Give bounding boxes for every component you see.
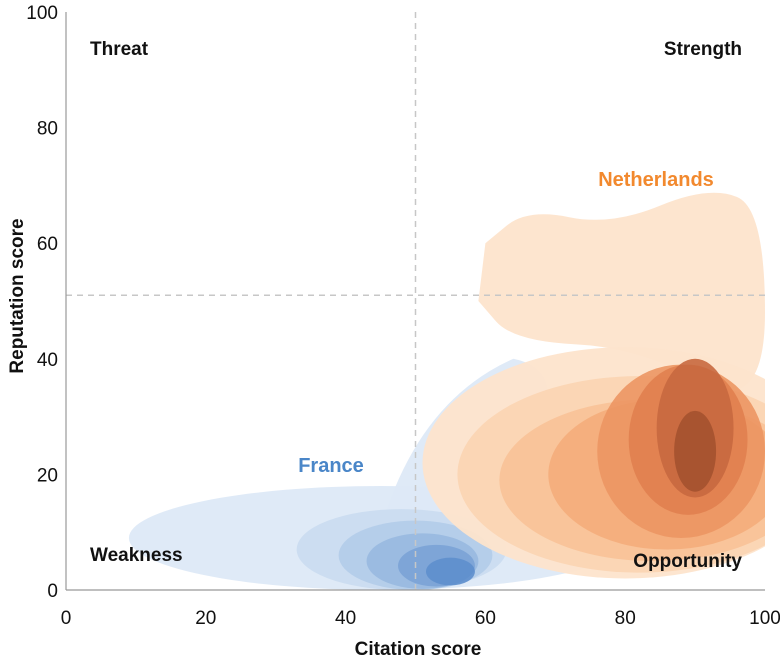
density-layers [128, 192, 765, 590]
y-tick-60: 60 [37, 234, 58, 255]
x-tick-40: 40 [335, 608, 356, 629]
quadrant-weakness: Weakness [90, 545, 183, 566]
x-tick-0: 0 [61, 608, 72, 629]
y-tick-80: 80 [37, 119, 58, 140]
y-tick-100: 100 [26, 3, 58, 24]
y-axis-title: Reputation score [7, 218, 28, 373]
y-tick-20: 20 [37, 465, 58, 486]
x-tick-80: 80 [615, 608, 636, 629]
x-tick-60: 60 [475, 608, 496, 629]
x-tick-20: 20 [195, 608, 216, 629]
y-tick-0: 0 [47, 581, 58, 602]
netherlands-density-top-lobe [478, 192, 765, 391]
netherlands-density-level-8 [674, 410, 717, 492]
y-tick-labels: 0 20 40 60 80 100 [26, 3, 58, 602]
x-tick-labels: 0 20 40 60 80 100 [61, 608, 780, 629]
series-label-france: France [298, 455, 364, 477]
france-density-level-6 [425, 557, 475, 586]
quadrant-strength: Strength [664, 39, 742, 60]
y-tick-40: 40 [37, 350, 58, 371]
quadrant-opportunity: Opportunity [633, 551, 742, 572]
x-tick-100: 100 [749, 608, 780, 629]
series-label-netherlands: Netherlands [598, 169, 714, 191]
quadrant-threat: Threat [90, 39, 149, 60]
x-axis-title: Citation score [355, 639, 482, 660]
